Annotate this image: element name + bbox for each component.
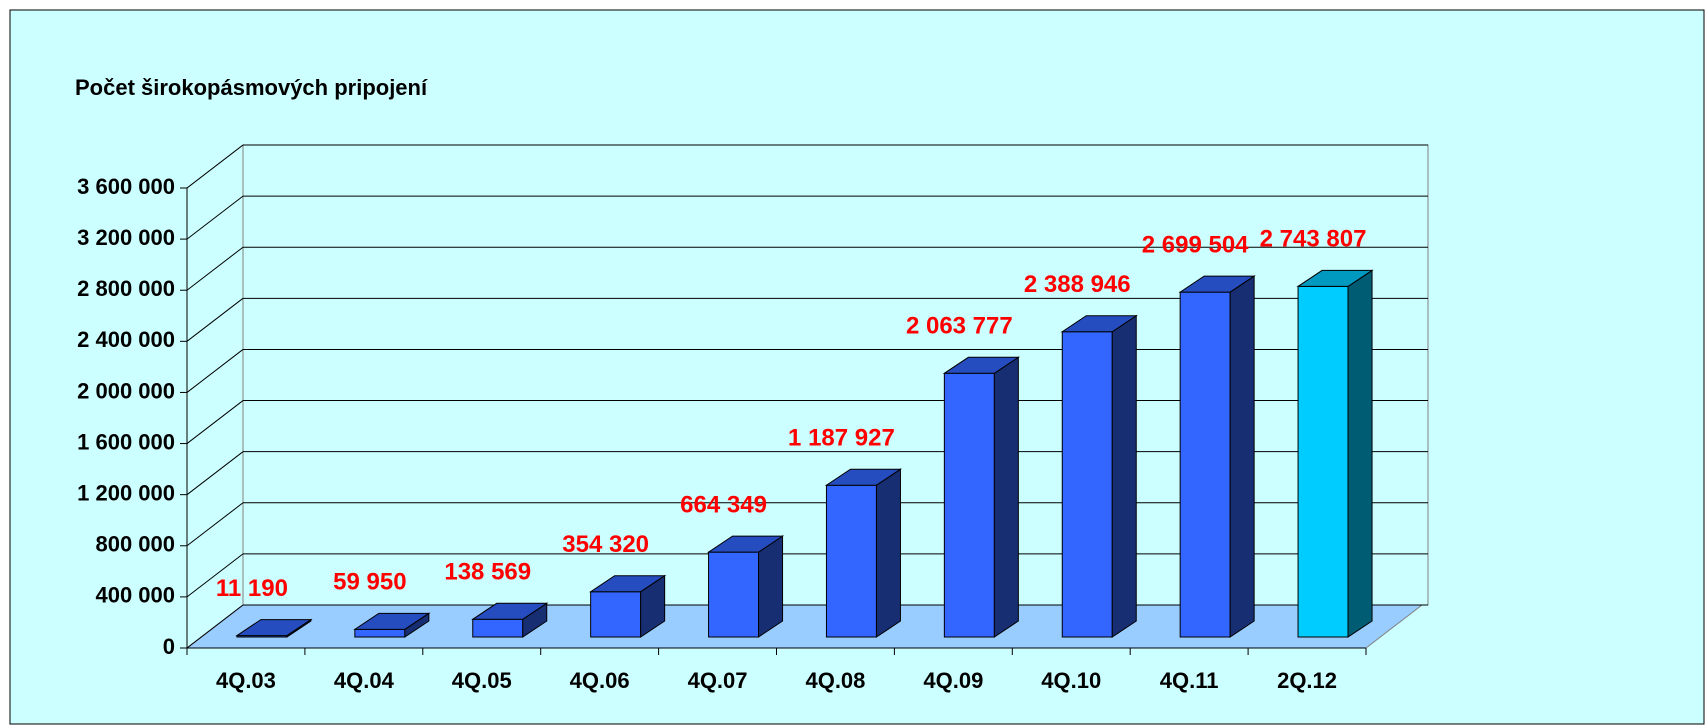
bar	[1178, 275, 1256, 638]
grid-line	[186, 349, 244, 393]
x-tick-label: 4Q.05	[452, 668, 512, 693]
grid-line	[186, 400, 244, 444]
bar-side	[875, 468, 901, 638]
value-label: 354 320	[562, 531, 649, 558]
y-tick-label: 2 000 000	[77, 378, 175, 403]
y-tick-label: 1 200 000	[77, 480, 175, 505]
bar	[1060, 314, 1138, 638]
grid-line	[186, 297, 244, 342]
y-tick-label: 800 000	[95, 532, 175, 557]
x-tick-label: 2Q.12	[1277, 668, 1337, 693]
bar	[471, 602, 549, 638]
value-label: 59 950	[333, 569, 406, 596]
x-tick-label: 4Q.11	[1160, 668, 1219, 693]
bar-side	[1347, 269, 1373, 638]
grid-line	[186, 553, 244, 598]
x-tick-label: 4Q.10	[1041, 668, 1101, 693]
bar-side	[993, 356, 1019, 638]
y-tick-label: 1 600 000	[77, 429, 175, 454]
x-tick-label: 4Q.08	[805, 668, 865, 693]
bar-top	[1060, 315, 1138, 333]
grid-line	[186, 451, 244, 496]
bar-front	[1179, 291, 1231, 638]
bar	[235, 618, 313, 638]
y-tick-label: 2 800 000	[77, 276, 175, 301]
grid-line	[186, 246, 244, 291]
x-tick-label: 4Q.09	[923, 668, 983, 693]
value-label: 2 743 807	[1260, 226, 1367, 253]
bar-top	[1296, 269, 1374, 287]
bar-front	[943, 372, 995, 638]
bar-top	[471, 602, 549, 620]
bar-front	[1297, 285, 1349, 638]
x-tick-label: 4Q.06	[570, 668, 630, 693]
chart-title: Počet širokopásmových pripojení	[75, 75, 428, 100]
value-label: 664 349	[680, 491, 767, 518]
bar	[1296, 269, 1374, 638]
y-tick-label: 3 200 000	[77, 225, 175, 250]
bar-side	[758, 535, 784, 638]
bar-top	[942, 356, 1021, 374]
x-tick-label: 4Q.04	[334, 668, 395, 693]
bar-top	[824, 468, 903, 486]
bar-top	[706, 535, 785, 553]
grid-line	[186, 195, 244, 240]
bar	[706, 535, 785, 638]
y-tick-label: 400 000	[95, 583, 175, 608]
y-tick-label: 3 600 000	[77, 174, 175, 199]
bar-side	[1229, 275, 1255, 638]
bar-front	[472, 618, 524, 638]
bar-front	[590, 591, 642, 638]
x-tick-label: 4Q.07	[688, 668, 748, 693]
bar-front	[708, 551, 760, 638]
y-tick-label: 0	[163, 634, 175, 659]
value-label: 1 187 927	[788, 425, 895, 452]
value-label: 138 569	[444, 559, 531, 586]
bar	[588, 574, 667, 638]
bar-front	[1061, 331, 1113, 638]
grid-line	[186, 144, 244, 189]
value-label: 2 063 777	[906, 313, 1013, 340]
grid-line	[186, 604, 244, 649]
grid-line	[186, 502, 244, 547]
bar-top	[1178, 275, 1256, 293]
bar	[942, 356, 1021, 638]
bar-top	[353, 612, 431, 630]
bar-front	[825, 484, 877, 638]
side-wall	[186, 143, 244, 650]
y-tick-label: 2 400 000	[77, 327, 175, 352]
value-label: 2 699 504	[1142, 231, 1249, 258]
bar-top	[588, 575, 667, 593]
bar	[353, 612, 431, 638]
x-tick-label: 4Q.03	[216, 668, 276, 693]
bar	[824, 468, 903, 638]
value-label: 2 388 946	[1024, 271, 1131, 298]
bar-front	[354, 628, 406, 638]
value-label: 11 190	[216, 575, 288, 602]
bar-top	[235, 619, 313, 637]
bar-side	[1111, 314, 1137, 638]
